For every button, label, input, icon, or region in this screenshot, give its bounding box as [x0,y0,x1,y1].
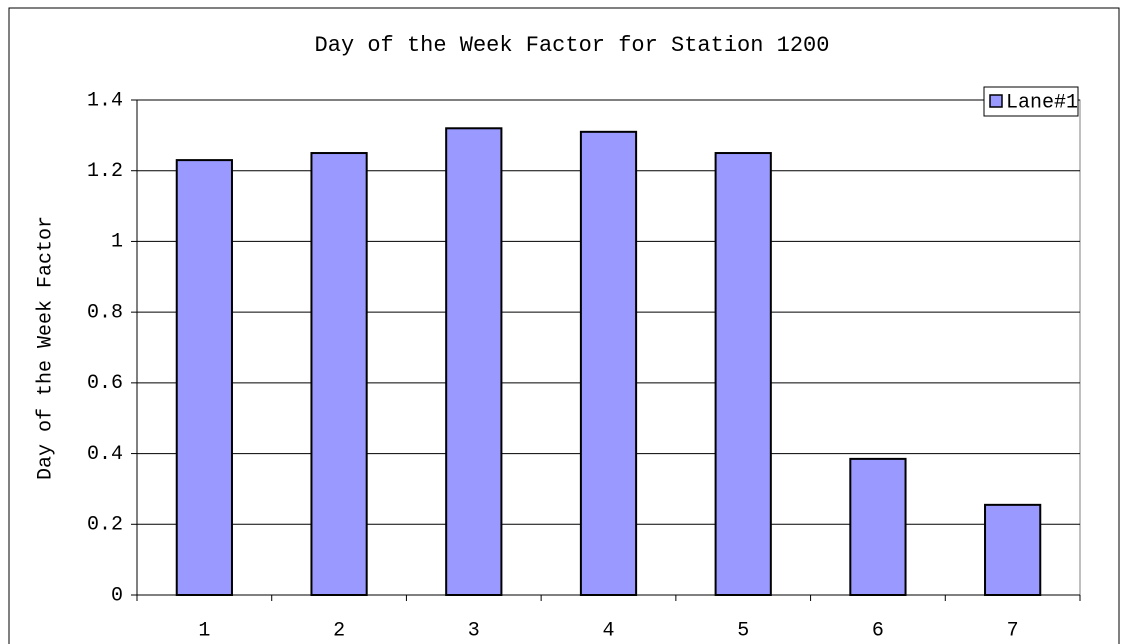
legend-label: Lane#1 [1006,91,1078,114]
legend-swatch [989,94,1003,108]
x-tick-label: 5 [737,619,749,642]
x-tick-label: 1 [198,619,210,642]
y-tick-label: 0.2 [87,514,123,537]
y-tick-label: 1 [111,231,123,254]
x-tick-label: 3 [468,619,480,642]
bar [579,130,638,596]
x-tick-label: 6 [872,619,884,642]
bar [445,127,503,597]
x-tick-label: 4 [602,619,614,642]
y-tick-label: 0.4 [87,443,123,466]
y-tick-label: 1.4 [87,89,123,112]
chart-title: Day of the Week Factor for Station 1200 [315,33,830,58]
bar [310,152,368,597]
y-axis-label: Day of the Week Factor [34,216,57,480]
bar [984,503,1042,597]
bar [714,152,772,597]
x-tick-label: 2 [333,619,345,642]
y-tick-label: 0.8 [87,301,123,324]
y-tick-label: 0.6 [87,372,123,395]
x-tick-label: 7 [1007,619,1019,642]
bar [175,159,233,596]
y-tick-label: 0 [111,584,123,607]
bar [849,457,907,596]
y-tick-label: 1.2 [87,160,123,183]
